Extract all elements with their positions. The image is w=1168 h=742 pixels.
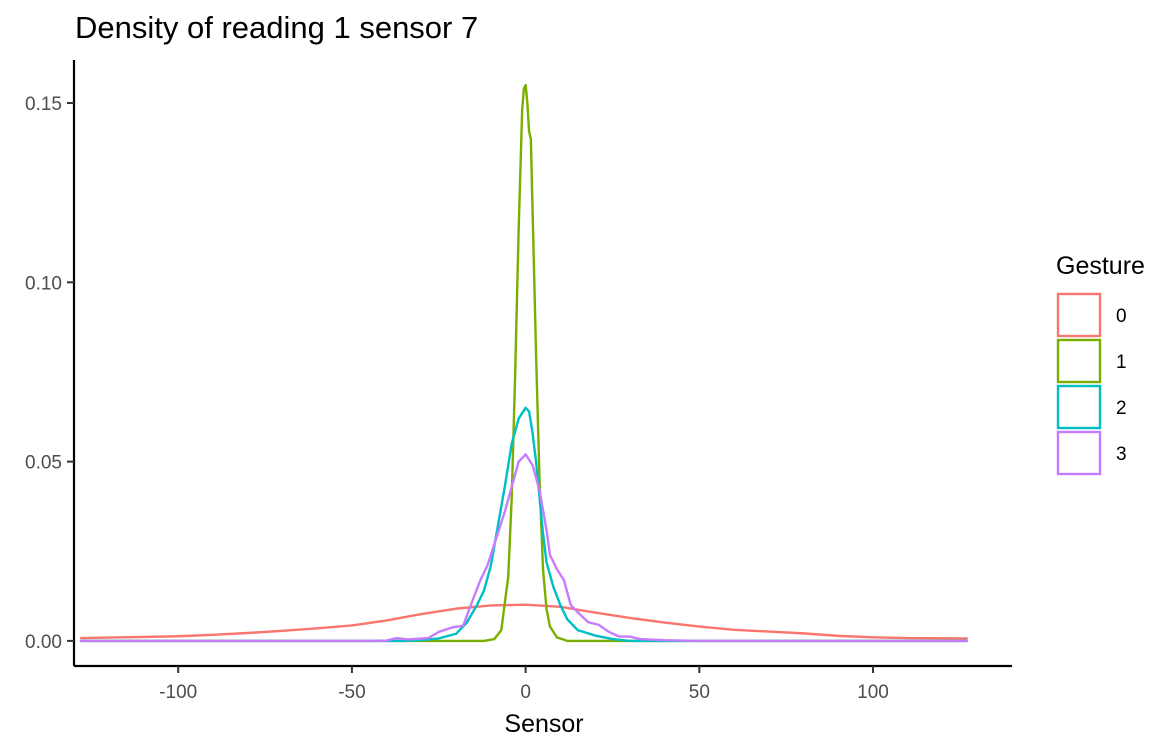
y-tick-label: 0.15 xyxy=(25,94,62,115)
x-tick-label: -50 xyxy=(338,682,365,703)
x-tick-label: 100 xyxy=(857,682,889,703)
axes: 0.00 0.05 0.10 0.15 -100 -50 0 50 100 xyxy=(25,60,1012,703)
x-tick-label: 0 xyxy=(520,682,531,703)
legend-key-gesture-0 xyxy=(1056,292,1102,338)
density-line-gesture-0 xyxy=(79,603,969,640)
legend-key-gesture-3 xyxy=(1056,430,1102,476)
y-tick-label: 0.05 xyxy=(25,453,62,474)
y-tick-label: 0.10 xyxy=(25,273,62,294)
legend-label-gesture-0: 0 xyxy=(1116,306,1127,327)
density-line-gesture-2 xyxy=(79,406,969,643)
legend: Gesture 0 1 2 3 xyxy=(1056,252,1145,476)
x-tick-label: -100 xyxy=(159,682,197,703)
legend-label-gesture-2: 2 xyxy=(1116,398,1127,419)
plot-area xyxy=(79,83,969,643)
y-tick-label: 0.00 xyxy=(25,632,62,653)
x-axis-title: Sensor xyxy=(504,710,583,738)
legend-key-gesture-1 xyxy=(1056,338,1102,384)
legend-label-gesture-3: 3 xyxy=(1116,444,1127,465)
density-line-gesture-1 xyxy=(79,83,969,643)
chart-title: Density of reading 1 sensor 7 xyxy=(75,10,478,45)
x-tick-label: 50 xyxy=(689,682,710,703)
legend-label-gesture-1: 1 xyxy=(1116,352,1127,373)
density-line-gesture-3 xyxy=(79,453,969,643)
legend-key-gesture-2 xyxy=(1056,384,1102,430)
legend-title: Gesture xyxy=(1056,252,1145,280)
